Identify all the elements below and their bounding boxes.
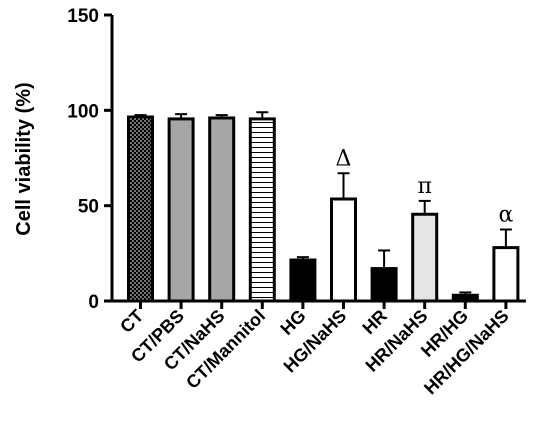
bars [127,111,520,303]
bar [289,258,317,303]
bar [208,116,236,303]
y-tick-label: 150 [67,6,99,27]
x-tick-label: HR [358,306,391,339]
y-tick-label: 50 [78,197,99,218]
significance-marker: α [498,203,513,228]
y-tick-label: 0 [88,292,99,313]
significance-marker: Δ [336,146,352,171]
significance-marker: π [417,174,431,199]
x-tick-label: CT [116,306,147,337]
bar [492,246,520,303]
bar [370,267,398,303]
bar [330,197,357,303]
y-axis-title: Cell viability (%) [13,82,35,235]
bar [451,293,479,303]
bar [248,117,276,303]
y-tick-label: 100 [67,101,99,122]
bar [127,115,154,303]
bar [411,212,439,303]
bar [167,117,195,303]
x-tick-label: HG [276,306,309,339]
